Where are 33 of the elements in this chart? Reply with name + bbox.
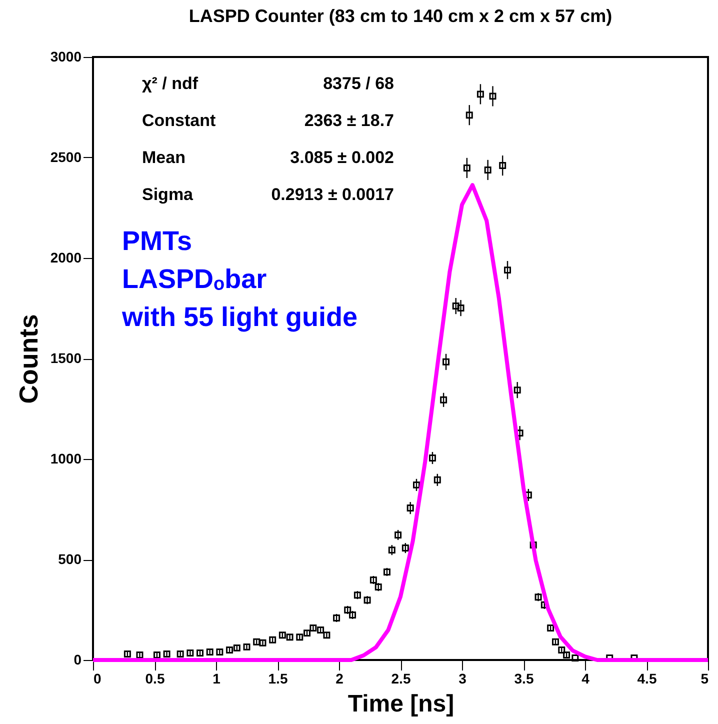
x-axis-title: Time [ns] bbox=[348, 690, 454, 718]
annotation: Sigma bbox=[142, 185, 194, 204]
y-tick-label: 1000 bbox=[50, 450, 82, 466]
x-tick-label: 1 bbox=[212, 670, 221, 686]
x-tick-label: 3 bbox=[458, 670, 467, 686]
annotation: Mean bbox=[142, 148, 186, 167]
annotation: 2363 ± 18.7 bbox=[304, 111, 394, 130]
annotation: 8375 / 68 bbox=[323, 74, 394, 93]
annotation: LASPDₒbar bbox=[122, 264, 268, 294]
annotation: 0.2913 ± 0.0017 bbox=[271, 185, 394, 204]
y-tick-label: 2000 bbox=[50, 250, 82, 266]
y-axis-title: Counts bbox=[13, 314, 44, 404]
annotation: χ² / ndf bbox=[142, 74, 198, 93]
annotation: 3.085 ± 0.002 bbox=[290, 148, 394, 167]
x-tick-label: 3.5 bbox=[514, 670, 534, 686]
x-tick-label: 4 bbox=[582, 670, 590, 686]
y-tick-label: 1500 bbox=[50, 350, 82, 366]
x-tick-label: 1.5 bbox=[268, 670, 288, 686]
y-tick-label: 2500 bbox=[50, 149, 82, 165]
x-tick-label: 0 bbox=[94, 670, 102, 686]
annotation: Constant bbox=[142, 111, 216, 130]
x-tick-label: 4.5 bbox=[637, 670, 657, 686]
x-tick-label: 5 bbox=[700, 670, 709, 686]
chart-title: LASPD Counter (83 cm to 140 cm x 2 cm x 57 cm) bbox=[188, 6, 612, 26]
y-tick-label: 3000 bbox=[50, 48, 82, 64]
annotation: with 55 light guide bbox=[121, 302, 358, 332]
line-series bbox=[91, 183, 710, 662]
y-tick-label: 0 bbox=[74, 652, 82, 668]
x-tick-label: 0.5 bbox=[145, 670, 165, 686]
x-tick-label: 2 bbox=[336, 670, 344, 686]
x-tick-label: 2.5 bbox=[391, 670, 411, 686]
annotation: PMTs bbox=[122, 226, 192, 256]
y-tick-label: 500 bbox=[58, 551, 82, 567]
